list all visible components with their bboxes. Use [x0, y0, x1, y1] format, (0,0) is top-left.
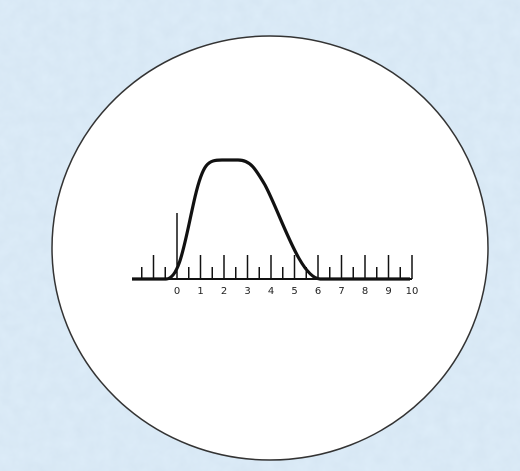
tick-label: 0 — [174, 286, 180, 297]
tick-label: 8 — [362, 286, 368, 297]
tick-label: 5 — [291, 286, 297, 297]
tick-label: 4 — [268, 286, 274, 297]
tick-label: 10 — [406, 286, 419, 297]
tick-label: 9 — [385, 286, 391, 297]
viewing-circle — [51, 35, 489, 461]
tick-label: 3 — [244, 286, 250, 297]
tick-label: 6 — [315, 286, 321, 297]
tick-label: 2 — [221, 286, 227, 297]
tick-label: 1 — [197, 286, 203, 297]
profile-curve — [132, 158, 410, 281]
tick-label: 7 — [338, 286, 344, 297]
